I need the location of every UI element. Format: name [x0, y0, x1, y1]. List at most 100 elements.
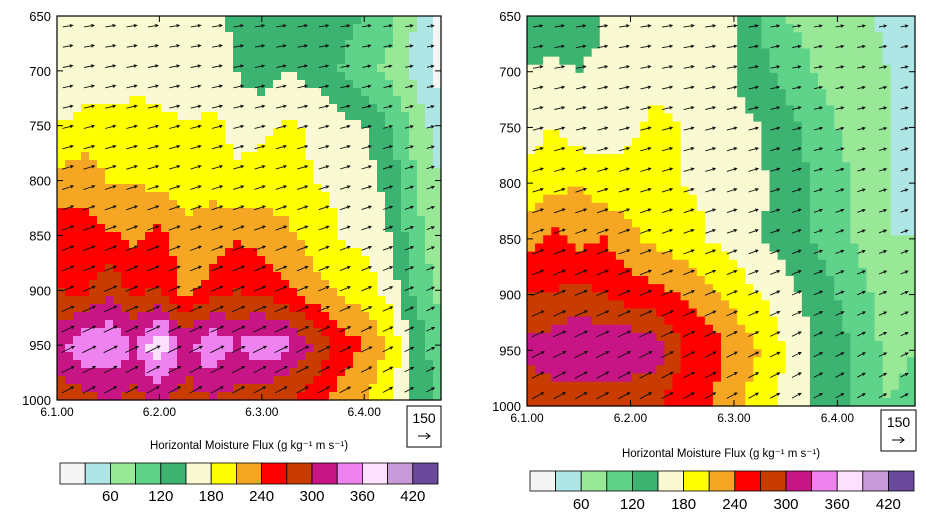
flux-cell — [898, 89, 908, 98]
flux-cell — [583, 292, 593, 301]
flux-vector — [190, 104, 202, 109]
flux-cell — [624, 154, 633, 163]
flux-cell — [209, 184, 218, 193]
flux-cell — [145, 40, 154, 49]
flux-cell — [97, 144, 106, 153]
flux-cell — [289, 352, 298, 361]
flux-cell — [826, 89, 835, 98]
flux-cell — [842, 105, 851, 115]
flux-cell — [721, 373, 730, 383]
flux-cell — [680, 97, 690, 106]
flux-vector — [426, 246, 436, 251]
flux-vector — [404, 104, 414, 109]
flux-cell — [591, 89, 601, 98]
flux-cell — [704, 105, 714, 115]
flux-cell — [527, 24, 536, 33]
flux-cell — [89, 208, 98, 217]
flux-cell — [664, 211, 674, 220]
flux-cell — [425, 32, 434, 41]
flux-cell — [273, 248, 282, 257]
flux-cell — [57, 368, 66, 377]
flux-cell — [137, 56, 146, 65]
flux-cell — [105, 96, 114, 105]
flux-cell — [209, 224, 218, 233]
flux-cell — [882, 349, 892, 358]
flux-cell — [161, 336, 170, 345]
flux-cell — [121, 376, 130, 385]
flux-cell — [777, 243, 787, 253]
flux-cell — [777, 72, 787, 82]
flux-cell — [745, 332, 754, 342]
flux-cell — [761, 48, 771, 58]
flux-cell — [898, 373, 908, 383]
flux-vector — [361, 306, 373, 312]
flux-cell — [648, 389, 657, 399]
flux-cell — [850, 186, 860, 196]
flux-vector — [340, 124, 351, 129]
flux-cell — [607, 162, 617, 171]
flux-vector — [275, 245, 288, 251]
flux-cell — [866, 341, 876, 350]
flux-cell — [583, 373, 593, 383]
flux-cell — [337, 384, 346, 393]
flux-cell — [361, 24, 370, 33]
flux-cell — [696, 194, 706, 204]
flux-cell — [527, 300, 536, 310]
flux-cell — [329, 264, 338, 273]
flux-cell — [842, 162, 851, 171]
flux-cell — [672, 162, 682, 171]
flux-cell — [624, 194, 633, 204]
flux-cell — [712, 349, 722, 358]
flux-cell — [769, 284, 779, 293]
flux-cell — [185, 344, 194, 353]
flux-cell — [818, 243, 827, 253]
flux-cell — [161, 24, 170, 33]
flux-cell — [761, 129, 771, 139]
flux-cell — [737, 105, 746, 115]
flux-cell — [81, 64, 90, 73]
flux-cell — [233, 24, 242, 33]
flux-cell — [177, 256, 186, 265]
flux-cell — [696, 64, 706, 74]
flux-cell — [225, 96, 234, 105]
flux-cell — [809, 211, 819, 220]
flux-vector — [275, 124, 288, 129]
flux-cell — [361, 328, 370, 337]
flux-cell — [241, 112, 250, 121]
flux-cell — [696, 40, 706, 50]
flux-cell — [575, 16, 585, 25]
flux-cell — [599, 211, 609, 220]
flux-cell — [193, 328, 202, 337]
flux-cell — [385, 56, 394, 65]
flux-cell — [201, 136, 210, 145]
flux-cell — [785, 178, 795, 188]
flux-cell — [858, 202, 868, 212]
flux-cell — [281, 208, 290, 217]
flux-cell — [680, 40, 690, 50]
flux-cell — [409, 112, 418, 121]
flux-cell — [559, 105, 569, 115]
flux-cell — [345, 288, 354, 297]
flux-cell — [169, 272, 178, 281]
flux-cell — [305, 320, 314, 329]
flux-cell — [57, 256, 66, 265]
flux-cell — [401, 192, 410, 201]
flux-cell — [425, 176, 434, 185]
flux-cell — [898, 194, 908, 204]
flux-cell — [850, 276, 860, 285]
flux-cell — [225, 40, 234, 49]
flux-cell — [809, 170, 819, 180]
flux-cell — [753, 259, 763, 269]
flux-cell — [906, 389, 916, 399]
flux-cell — [185, 192, 194, 201]
flux-cell — [866, 365, 876, 375]
flux-cell — [648, 227, 657, 236]
flux-vector — [147, 165, 160, 170]
flux-cell — [145, 128, 154, 137]
flux-cell — [721, 81, 730, 90]
flux-cell — [409, 208, 418, 217]
flux-cell — [607, 341, 617, 350]
flux-cell — [361, 64, 370, 73]
flux-cell — [624, 284, 633, 293]
